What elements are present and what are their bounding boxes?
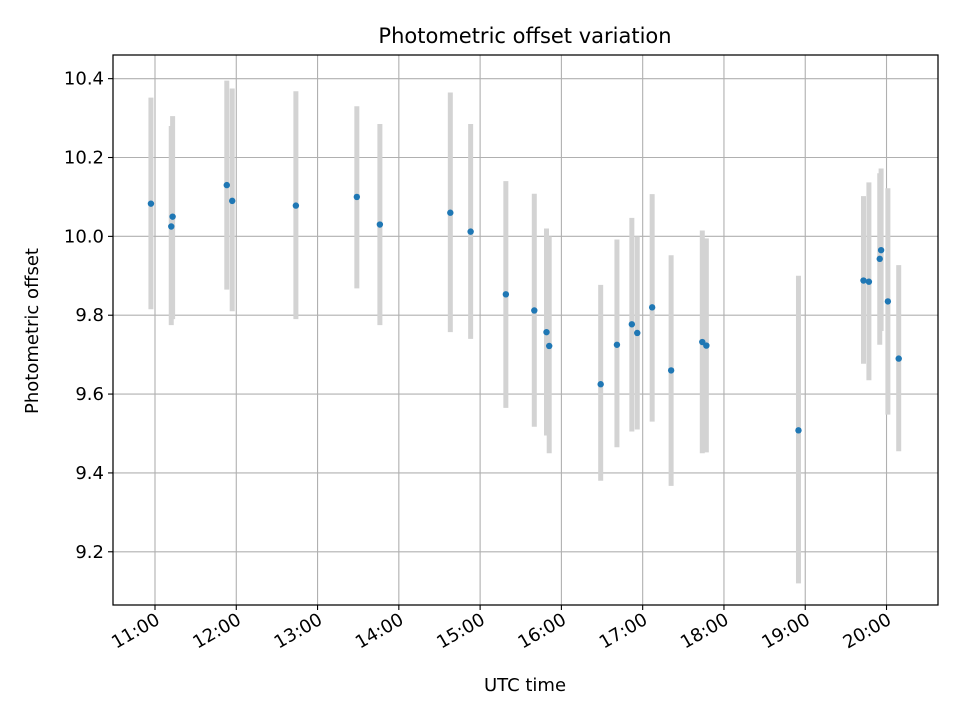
data-point [597,381,604,388]
data-point [860,277,867,284]
data-point [876,255,883,263]
data-point [531,307,538,314]
data-point [613,341,621,348]
data-point [169,213,176,220]
y-tick-label: 10.0 [64,226,104,247]
data-point [795,427,802,434]
data-point [703,342,710,349]
y-axis-ticks: 9.2 9.4 9.6 9.8 10.0 10.2 10.4 [64,69,113,563]
data-points [147,181,902,434]
data-point [895,355,902,362]
data-point [543,328,550,336]
data-point [353,193,361,201]
data-point [502,291,510,298]
data-point [648,304,656,311]
axes-frame [112,54,939,606]
data-point [376,221,384,228]
data-point [667,367,675,374]
y-tick-label: 9.6 [75,384,104,405]
chart-title: Photometric offset variation [378,24,671,48]
data-point [147,200,155,207]
y-tick-label: 10.2 [64,148,104,169]
data-point [865,278,873,285]
x-axis-label: UTC time [484,675,566,696]
data-point [168,223,175,230]
y-tick-label: 9.2 [75,542,104,563]
data-point [229,197,236,205]
data-point [292,202,300,209]
y-tick-label: 9.8 [75,305,104,326]
data-point [546,342,553,350]
data-point [877,246,885,254]
data-point [628,321,636,328]
data-point [223,181,230,189]
data-point [467,228,474,235]
y-tick-label: 9.4 [75,463,104,484]
y-axis-label: Photometric offset [22,248,43,414]
data-point [884,298,892,305]
y-tick-label: 10.4 [64,69,104,90]
data-point [447,209,454,216]
data-point [634,329,641,337]
